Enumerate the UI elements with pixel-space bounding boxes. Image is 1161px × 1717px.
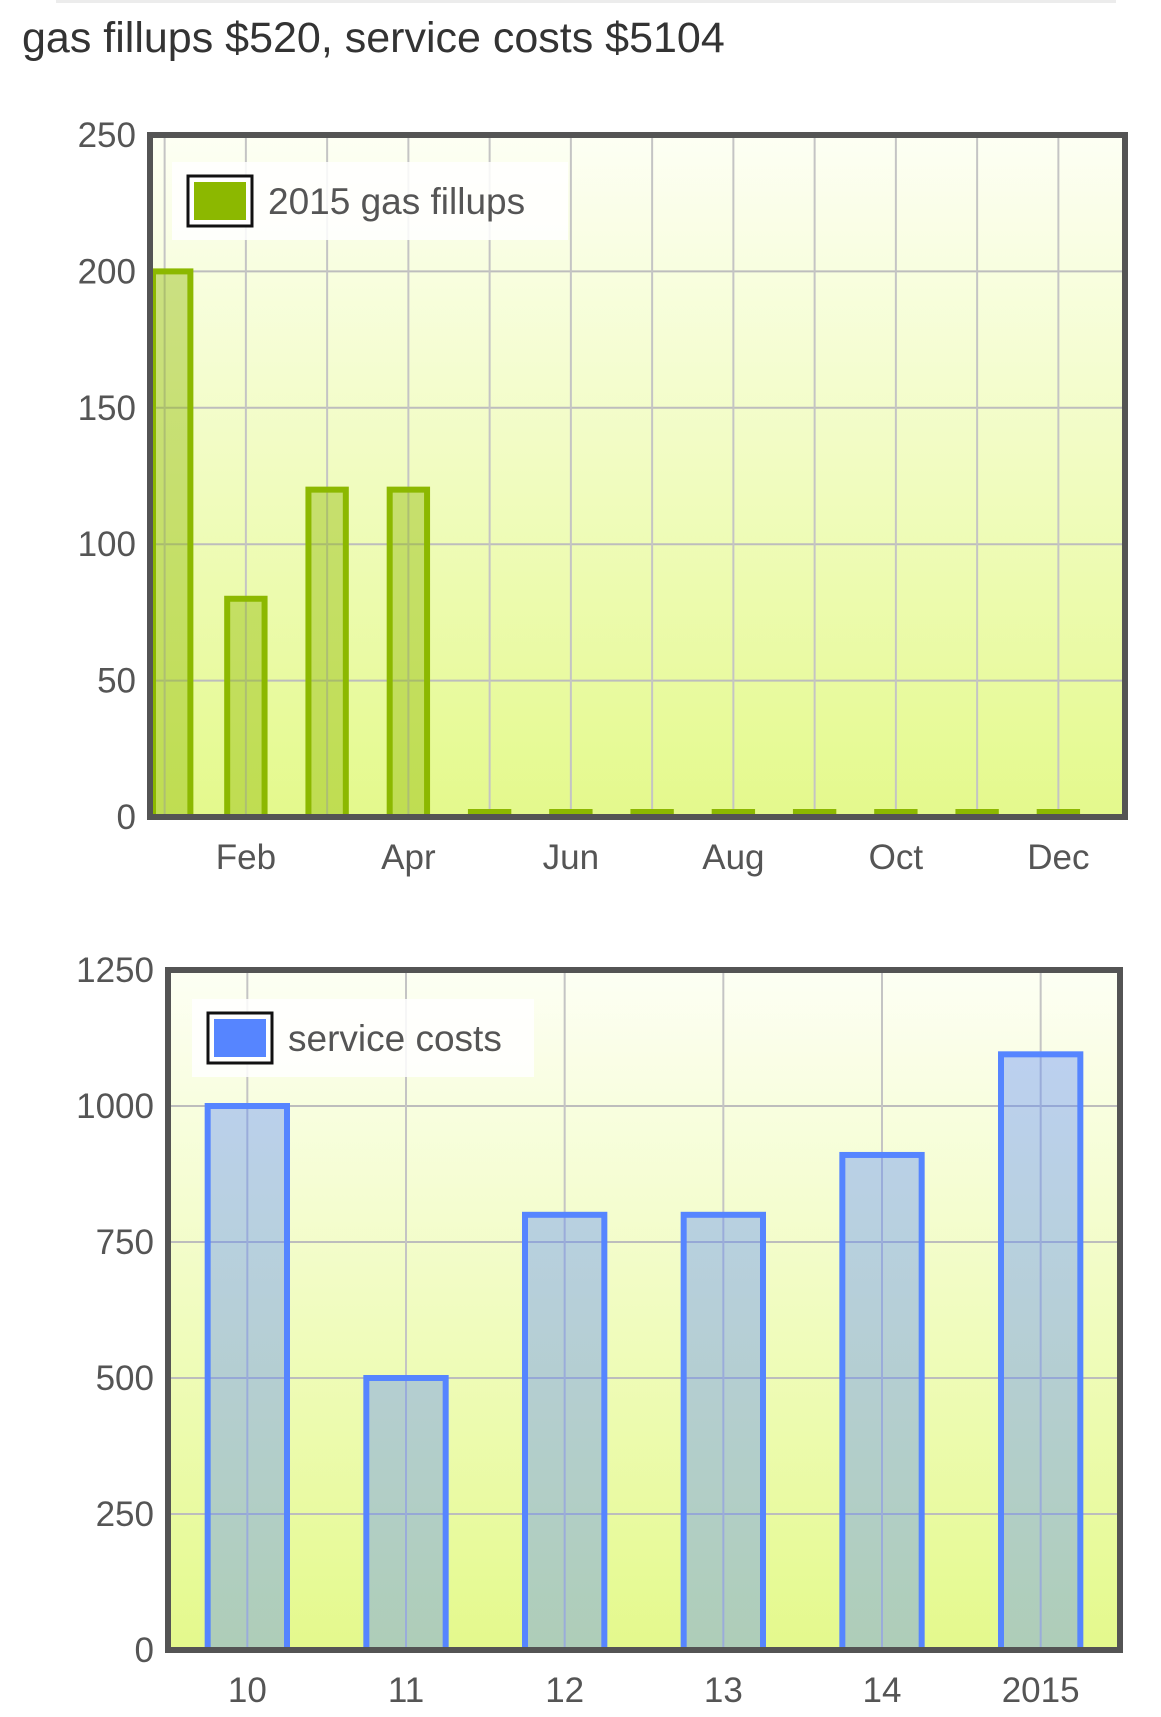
y-tick-label: 0 — [135, 1631, 154, 1670]
gas-fillups-chart: 0 50 100 150 200 250 Feb Apr Jun Aug Oct Dec 2015 ga… — [78, 116, 1128, 877]
y-tick-label: 1000 — [76, 1087, 154, 1126]
plot-area — [150, 135, 1125, 817]
y-tick-label: 1250 — [76, 951, 154, 990]
y-tick-label: 500 — [96, 1359, 154, 1398]
plot-frame — [165, 967, 1123, 1653]
y-tick-label: 750 — [96, 1223, 154, 1262]
y-tick-label: 50 — [97, 662, 136, 701]
plot-area — [168, 970, 1120, 1650]
service-bar-11 — [363, 1375, 449, 1653]
y-tick-label: 0 — [117, 798, 136, 837]
gas-bar-mar — [305, 486, 349, 820]
y-tick-label: 100 — [78, 525, 136, 564]
legend-label: 2015 gas fillups — [268, 181, 525, 222]
y-tick-label: 150 — [78, 389, 136, 428]
gas-bar-feb — [224, 595, 268, 821]
x-tick-label: Dec — [1027, 838, 1089, 877]
x-tick-label: 10 — [228, 1671, 267, 1710]
x-tick-label: Feb — [216, 838, 276, 877]
legend-swatch — [214, 1019, 266, 1057]
summary-totals: gas fillups $520, service costs $5104 — [22, 14, 725, 62]
x-tick-label: 2015 — [1002, 1671, 1080, 1710]
x-tick-label: Jun — [543, 838, 599, 877]
x-tick-label: Oct — [869, 838, 924, 877]
x-tick-label: 14 — [863, 1671, 902, 1710]
x-tick-label: Aug — [702, 838, 764, 877]
service-bar-14 — [839, 1151, 925, 1654]
service-costs-chart: 0 250 500 750 1000 1250 10 11 12 13 14 2015 service … — [76, 951, 1123, 1710]
service-bar-2015 — [998, 1051, 1084, 1653]
service-bar-12 — [522, 1211, 608, 1653]
top-divider — [56, 0, 1116, 3]
x-tick-label: 13 — [704, 1671, 743, 1710]
legend: service costs — [192, 999, 534, 1077]
plot-frame — [147, 132, 1128, 820]
y-tick-label: 250 — [78, 116, 136, 155]
y-tick-label: 250 — [96, 1495, 154, 1534]
x-tick-label: 11 — [388, 1671, 424, 1710]
gas-bar-jan — [150, 268, 194, 820]
legend: 2015 gas fillups — [172, 162, 568, 240]
y-tick-label: 200 — [78, 252, 136, 291]
service-bar-10 — [204, 1103, 291, 1653]
x-tick-label: Apr — [381, 838, 436, 877]
service-bar-13 — [680, 1211, 767, 1653]
legend-swatch — [194, 182, 246, 220]
x-tick-label: 12 — [545, 1671, 584, 1710]
legend-label: service costs — [288, 1018, 502, 1059]
gas-bar-apr — [386, 486, 431, 820]
